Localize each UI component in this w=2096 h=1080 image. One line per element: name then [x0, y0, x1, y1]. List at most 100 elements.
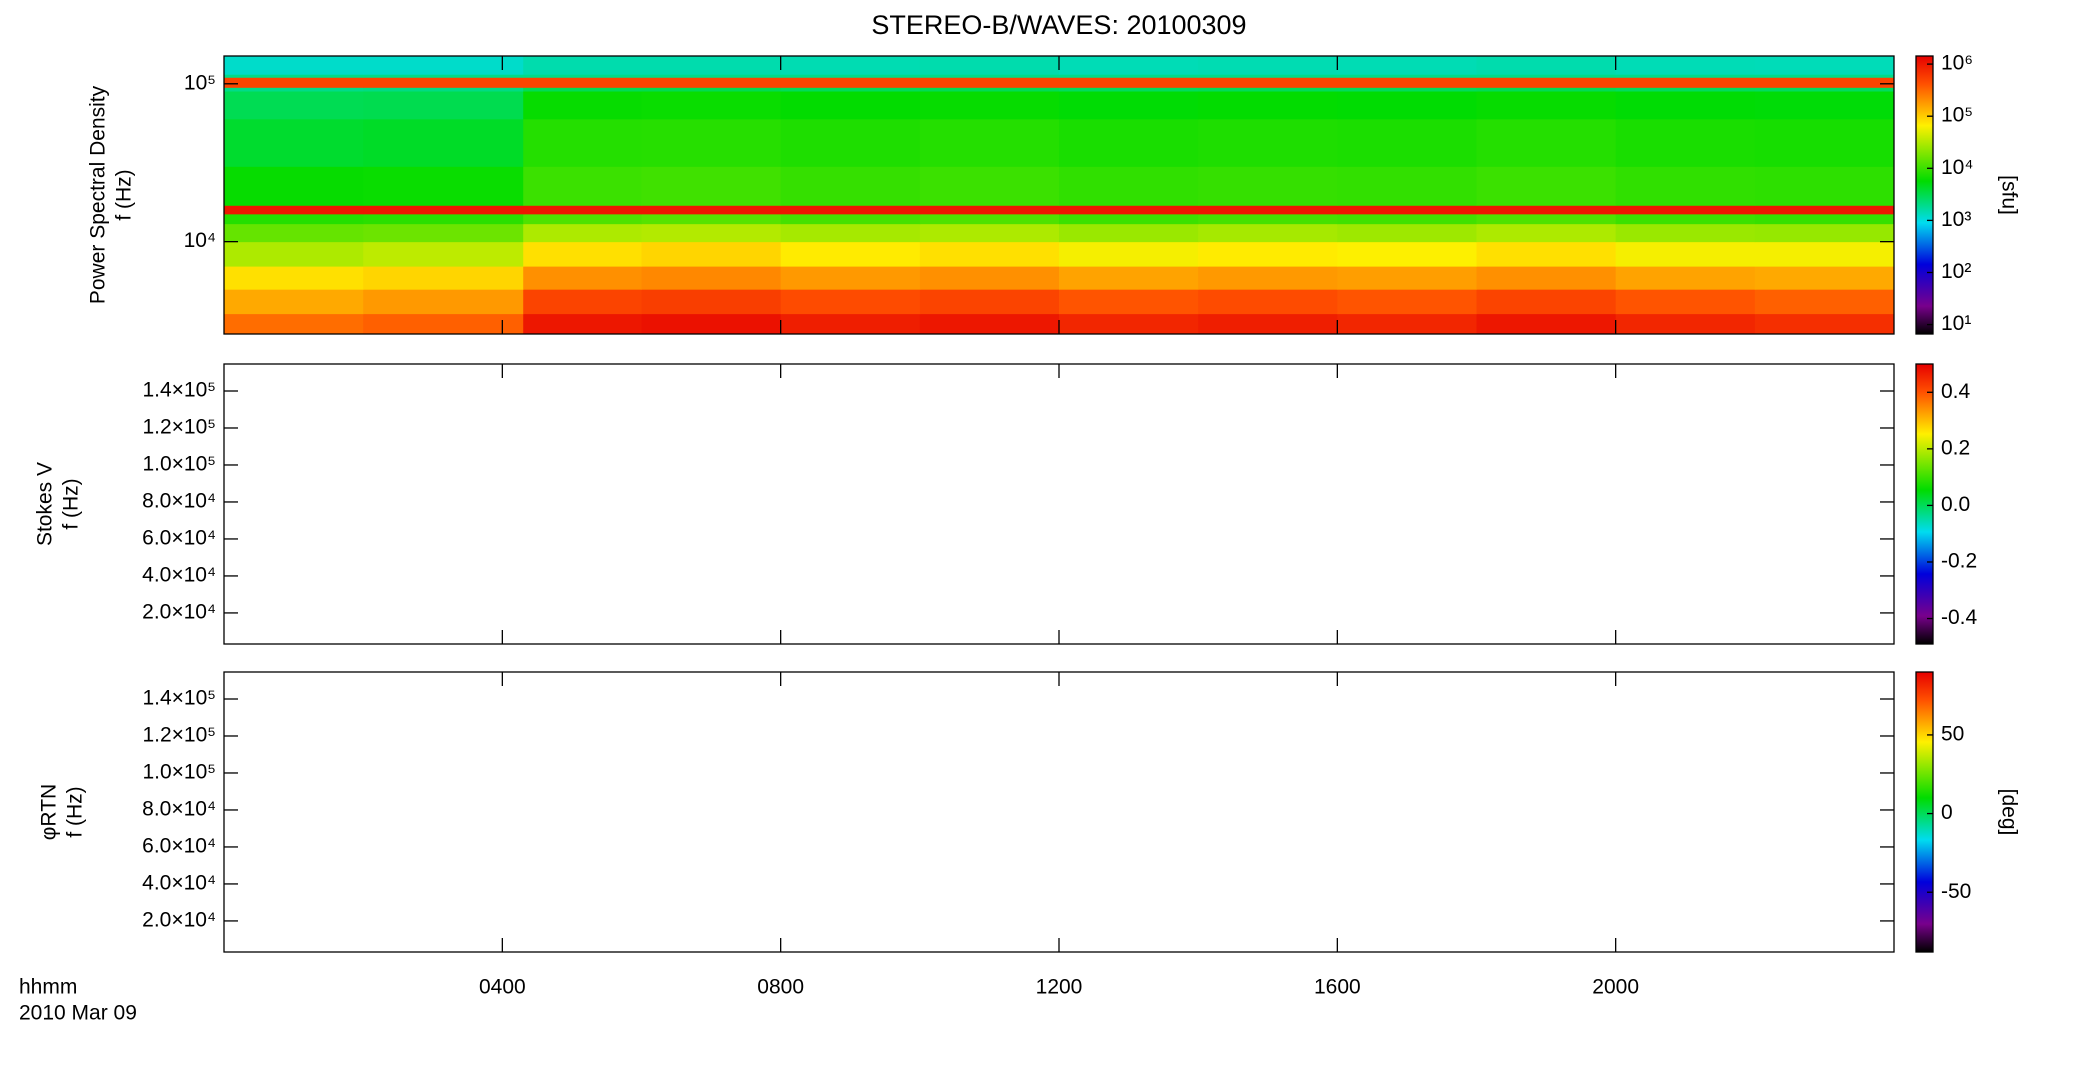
spectrogram-cell: [224, 241, 364, 267]
colorbar-label: [sfu]: [1997, 175, 2020, 215]
spectrogram-cell: [780, 74, 921, 78]
spectrogram-cell: [1476, 166, 1617, 206]
y-tick-label: 8.0×10⁴: [142, 798, 216, 821]
spectrogram-cell: [1337, 77, 1477, 88]
spectrogram-cell: [641, 241, 782, 267]
spectrogram-cell: [641, 56, 782, 75]
spectrogram-cell: [1198, 166, 1338, 206]
spectrogram-cell: [1476, 241, 1617, 267]
spectrogram-cell: [1059, 118, 1199, 167]
spectrogram-cell: [523, 74, 642, 78]
spectrogram-cell: [1059, 213, 1199, 225]
spectrogram-cell: [1476, 266, 1617, 290]
colorbar-tick-label: 10¹: [1941, 312, 1971, 335]
spectrogram-cell: [1059, 266, 1199, 290]
spectrogram-cell: [1476, 289, 1617, 315]
colorbar: [1915, 55, 1934, 335]
spectrogram-cell: [1337, 205, 1477, 215]
spectrogram-cell: [523, 266, 642, 290]
y-axis-label: f (Hz): [113, 169, 136, 220]
spectrogram-cell: [1059, 205, 1199, 215]
spectrogram-cell: [523, 313, 642, 335]
spectrogram-cell: [224, 56, 364, 75]
spectrogram-cell: [641, 87, 782, 92]
spectrogram-cell: [1615, 166, 1756, 206]
spectrogram-cell: [1615, 313, 1756, 335]
y-tick-label: 1.0×10⁵: [142, 761, 216, 784]
y-axis-label: Power Spectral Density: [87, 85, 110, 304]
spectrogram-cell: [1198, 74, 1338, 78]
spectrogram-cell: [1615, 77, 1756, 88]
spectrogram-cell: [1754, 266, 1895, 290]
colorbar-tick-label: -0.4: [1941, 606, 1978, 629]
spectrogram-cell: [919, 56, 1060, 75]
x-tick-label: 1600: [1314, 976, 1361, 999]
spectrogram-cell: [523, 166, 642, 206]
spectrogram-cell: [1476, 87, 1617, 92]
spectrogram-cell: [919, 223, 1060, 243]
spectrogram-cell: [523, 241, 642, 267]
spectrogram-cell: [780, 266, 921, 290]
spectrogram-cell: [1198, 91, 1338, 120]
y-tick-label: 10⁵: [184, 71, 216, 94]
spectrogram-cell: [1198, 313, 1338, 335]
spectrogram-cell: [1615, 241, 1756, 267]
spectrogram-cell: [1476, 77, 1617, 88]
y-tick-label: 1.4×10⁵: [142, 379, 216, 402]
spectrogram-cell: [224, 118, 364, 167]
spectrogram-cell: [1615, 87, 1756, 92]
spectrogram-cell: [1059, 56, 1199, 75]
spectrogram-cell: [363, 87, 524, 92]
spectrogram-cell: [363, 213, 524, 225]
spectrogram-cell: [1754, 91, 1895, 120]
spectrogram-cell: [1198, 266, 1338, 290]
spectrogram-cell: [1476, 74, 1617, 78]
spectrogram-cell: [1337, 223, 1477, 243]
spectrogram-cell: [363, 313, 524, 335]
spectrogram-cell: [224, 91, 364, 120]
spectrogram-cell: [523, 87, 642, 92]
spectrogram-cell: [1198, 223, 1338, 243]
spectrogram-cell: [224, 313, 364, 335]
spectrogram-cell: [1476, 91, 1617, 120]
y-tick-label: 1.0×10⁵: [142, 453, 216, 476]
spectrogram-cell: [1198, 205, 1338, 215]
spectrogram-cell: [1337, 166, 1477, 206]
spectrogram-cell: [1337, 91, 1477, 120]
spectrogram-cell: [641, 74, 782, 78]
spectrogram-cell: [224, 87, 364, 92]
y-tick-label: 1.2×10⁵: [142, 724, 216, 747]
spectrogram-cell: [1337, 266, 1477, 290]
spectrogram-cell: [363, 266, 524, 290]
colorbar: [1915, 671, 1934, 953]
spectrogram-cell: [1059, 74, 1199, 78]
spectrogram-cell: [1337, 241, 1477, 267]
spectrogram-cell: [1476, 213, 1617, 225]
spectrogram-cell: [641, 118, 782, 167]
colorbar-tick-label: 10⁵: [1941, 104, 1973, 127]
spectrogram-cell: [1337, 74, 1477, 78]
spectrogram-cell: [1476, 223, 1617, 243]
spectrogram-cell: [224, 289, 364, 315]
spectrogram-cell: [919, 91, 1060, 120]
spectrogram-cell: [919, 213, 1060, 225]
spectrogram-cell: [363, 289, 524, 315]
spectrogram-cell: [363, 118, 524, 167]
x-axis-label: hhmm: [19, 976, 77, 999]
spectrogram-cell: [1615, 205, 1756, 215]
spectrogram-cell: [224, 77, 364, 88]
spectrogram-cell: [780, 77, 921, 88]
colorbar-label: [deg]: [1997, 789, 2020, 836]
spectrogram-cell: [1754, 205, 1895, 215]
spectrogram-cell: [1337, 118, 1477, 167]
spectrogram-cell: [1615, 289, 1756, 315]
x-tick-label: 0800: [757, 976, 804, 999]
spectrogram-cell: [919, 87, 1060, 92]
spectrogram-cell: [780, 166, 921, 206]
spectrogram-cell: [1754, 56, 1895, 75]
colorbar-tick-label: 10⁶: [1941, 52, 1973, 75]
spectrogram-cell: [641, 289, 782, 315]
spectrogram-cell: [1615, 213, 1756, 225]
x-tick-label: 0400: [479, 976, 526, 999]
